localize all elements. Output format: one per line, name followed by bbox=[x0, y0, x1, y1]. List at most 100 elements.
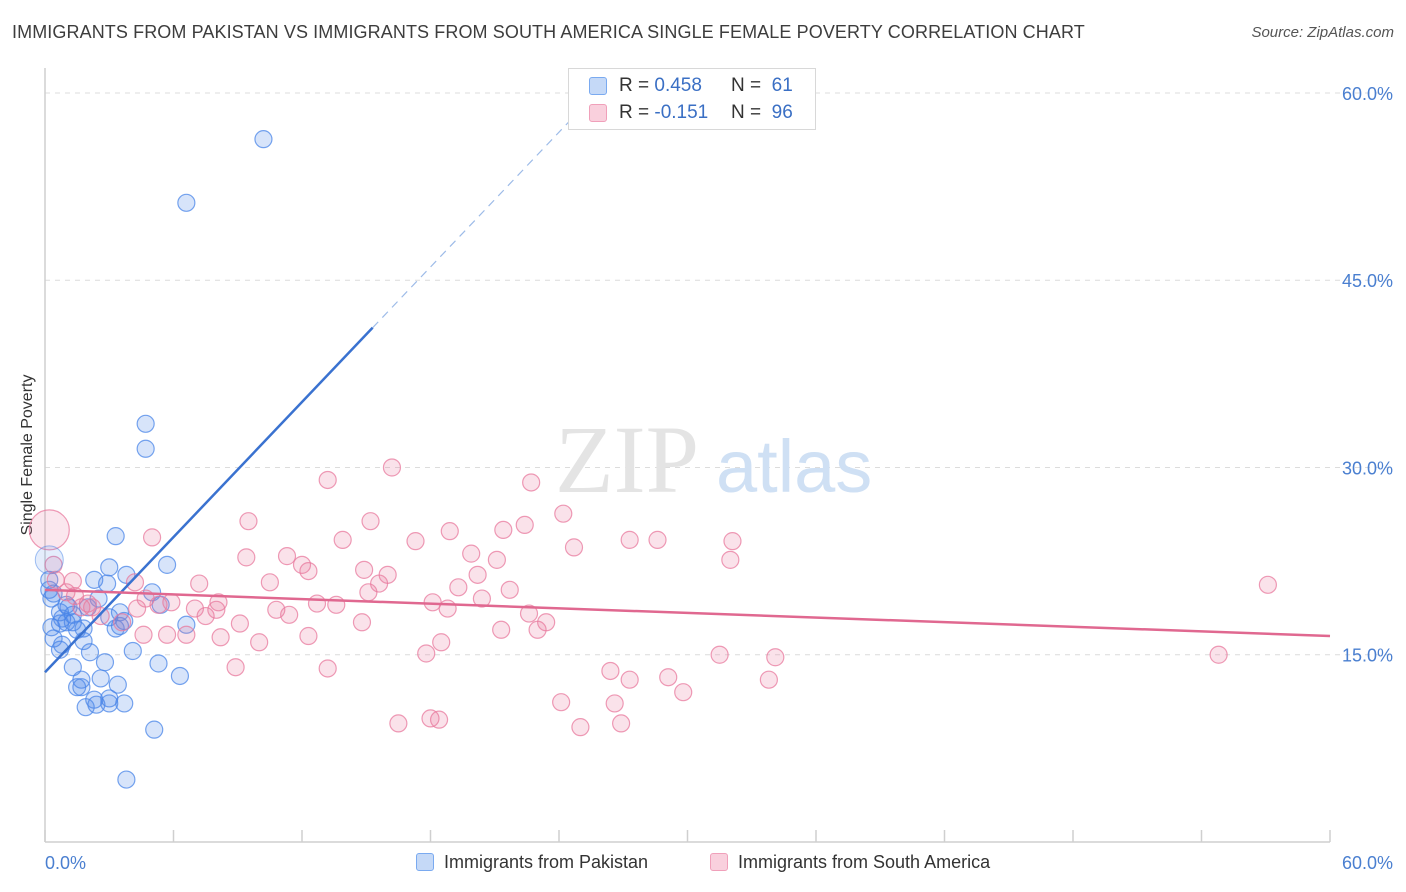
point-south-america bbox=[674, 683, 693, 702]
watermark: ZIP atlas bbox=[555, 406, 872, 513]
point-south-america bbox=[211, 628, 230, 647]
point-south-america bbox=[127, 599, 147, 618]
y-tick-label: 60.0% bbox=[1342, 84, 1393, 104]
y-tick-label: 15.0% bbox=[1342, 646, 1393, 666]
point-south-america bbox=[564, 538, 584, 557]
x-tick-label: 0.0% bbox=[45, 853, 86, 873]
point-south-america bbox=[277, 547, 297, 566]
point-pakistan bbox=[40, 570, 59, 589]
point-pakistan bbox=[98, 574, 117, 593]
point-south-america bbox=[318, 470, 337, 490]
point-south-america bbox=[352, 613, 372, 632]
point-south-america bbox=[382, 458, 402, 477]
point-south-america bbox=[28, 509, 70, 551]
point-south-america bbox=[361, 512, 380, 531]
point-pakistan bbox=[95, 653, 115, 672]
point-pakistan bbox=[87, 695, 106, 714]
point-pakistan bbox=[123, 641, 142, 661]
point-south-america bbox=[723, 532, 742, 551]
legend-r: R = -0.151 bbox=[619, 102, 709, 123]
y-tick-label: 45.0% bbox=[1342, 271, 1393, 291]
axes bbox=[44, 68, 1331, 843]
point-south-america bbox=[280, 605, 299, 624]
point-south-america bbox=[112, 613, 132, 632]
point-pakistan bbox=[170, 666, 190, 686]
point-south-america bbox=[438, 599, 457, 618]
point-south-america bbox=[620, 530, 639, 549]
point-south-america bbox=[601, 661, 620, 681]
point-pakistan bbox=[115, 694, 134, 713]
point-pakistan bbox=[136, 439, 155, 458]
point-pakistan bbox=[177, 193, 196, 212]
point-south-america bbox=[659, 668, 678, 687]
point-south-america bbox=[500, 580, 519, 599]
point-pakistan bbox=[117, 770, 136, 789]
point-south-america bbox=[462, 544, 481, 563]
point-south-america bbox=[209, 593, 228, 612]
point-south-america bbox=[185, 599, 205, 618]
correlation-legend: R = 0.458 N = 61 R = -0.151 N = 96 bbox=[568, 68, 816, 130]
point-pakistan bbox=[34, 545, 64, 575]
point-south-america bbox=[207, 600, 226, 619]
trend-line-pakistan bbox=[44, 326, 374, 674]
point-pakistan bbox=[177, 615, 196, 634]
legend-item-pakistan: Immigrants from Pakistan bbox=[416, 852, 648, 873]
point-pakistan bbox=[76, 698, 95, 717]
point-pakistan bbox=[100, 694, 119, 713]
point-pakistan bbox=[106, 527, 125, 546]
point-south-america bbox=[571, 718, 590, 737]
point-pakistan bbox=[149, 654, 168, 673]
point-south-america bbox=[333, 530, 352, 549]
y-tick-label: 30.0% bbox=[1342, 458, 1393, 478]
point-south-america bbox=[759, 670, 778, 689]
trend-line-south-america bbox=[44, 588, 1331, 638]
point-south-america bbox=[72, 598, 91, 617]
point-south-america bbox=[134, 625, 153, 644]
point-south-america bbox=[492, 620, 511, 639]
point-south-america bbox=[1258, 575, 1277, 594]
point-south-america bbox=[432, 633, 451, 652]
point-south-america bbox=[91, 606, 110, 626]
point-south-america bbox=[528, 620, 547, 639]
source-credit: Source: ZipAtlas.com bbox=[1251, 24, 1394, 41]
point-pakistan bbox=[254, 130, 273, 149]
tick-labels: 15.0% 30.0% 45.0% 60.0% 0.0% 60.0% bbox=[45, 84, 1393, 873]
point-pakistan bbox=[157, 555, 177, 574]
legend-item-south-america: Immigrants from South America bbox=[710, 852, 990, 873]
trend-extension-pakistan bbox=[372, 102, 588, 329]
legend-swatch-south-america bbox=[589, 104, 607, 122]
point-south-america bbox=[359, 583, 378, 602]
legend-row-south-america: R = -0.151 N = 96 bbox=[569, 100, 815, 128]
point-south-america bbox=[429, 710, 449, 729]
point-south-america bbox=[417, 644, 436, 663]
point-south-america bbox=[721, 550, 740, 569]
point-pakistan bbox=[136, 414, 155, 433]
legend-n: N = 96 bbox=[731, 102, 793, 123]
series-legend: Immigrants from Pakistan Immigrants from… bbox=[0, 852, 1406, 880]
legend-row-pakistan: R = 0.458 N = 61 bbox=[569, 73, 815, 101]
point-south-america bbox=[239, 512, 258, 531]
point-south-america bbox=[162, 593, 181, 612]
point-south-america bbox=[449, 578, 468, 597]
point-south-america bbox=[196, 606, 215, 626]
x-tick-label: 60.0% bbox=[1342, 853, 1393, 873]
point-pakistan bbox=[74, 619, 93, 638]
chart-title: IMMIGRANTS FROM PAKISTAN VS IMMIGRANTS F… bbox=[12, 22, 1085, 42]
legend-swatch-pakistan bbox=[589, 77, 607, 95]
point-south-america bbox=[307, 594, 327, 613]
point-south-america bbox=[440, 522, 459, 541]
gridlines bbox=[45, 92, 1395, 656]
point-south-america bbox=[142, 528, 162, 547]
point-pakistan bbox=[72, 678, 91, 697]
point-south-america bbox=[515, 515, 534, 535]
point-south-america bbox=[406, 532, 425, 551]
point-south-america bbox=[605, 694, 624, 713]
point-south-america bbox=[710, 645, 729, 664]
point-south-america bbox=[554, 504, 573, 523]
point-south-america bbox=[552, 693, 571, 712]
point-pakistan bbox=[63, 658, 82, 677]
point-pakistan bbox=[80, 643, 100, 662]
point-pakistan bbox=[100, 558, 119, 577]
point-pakistan bbox=[91, 669, 110, 688]
point-south-america bbox=[237, 548, 256, 567]
